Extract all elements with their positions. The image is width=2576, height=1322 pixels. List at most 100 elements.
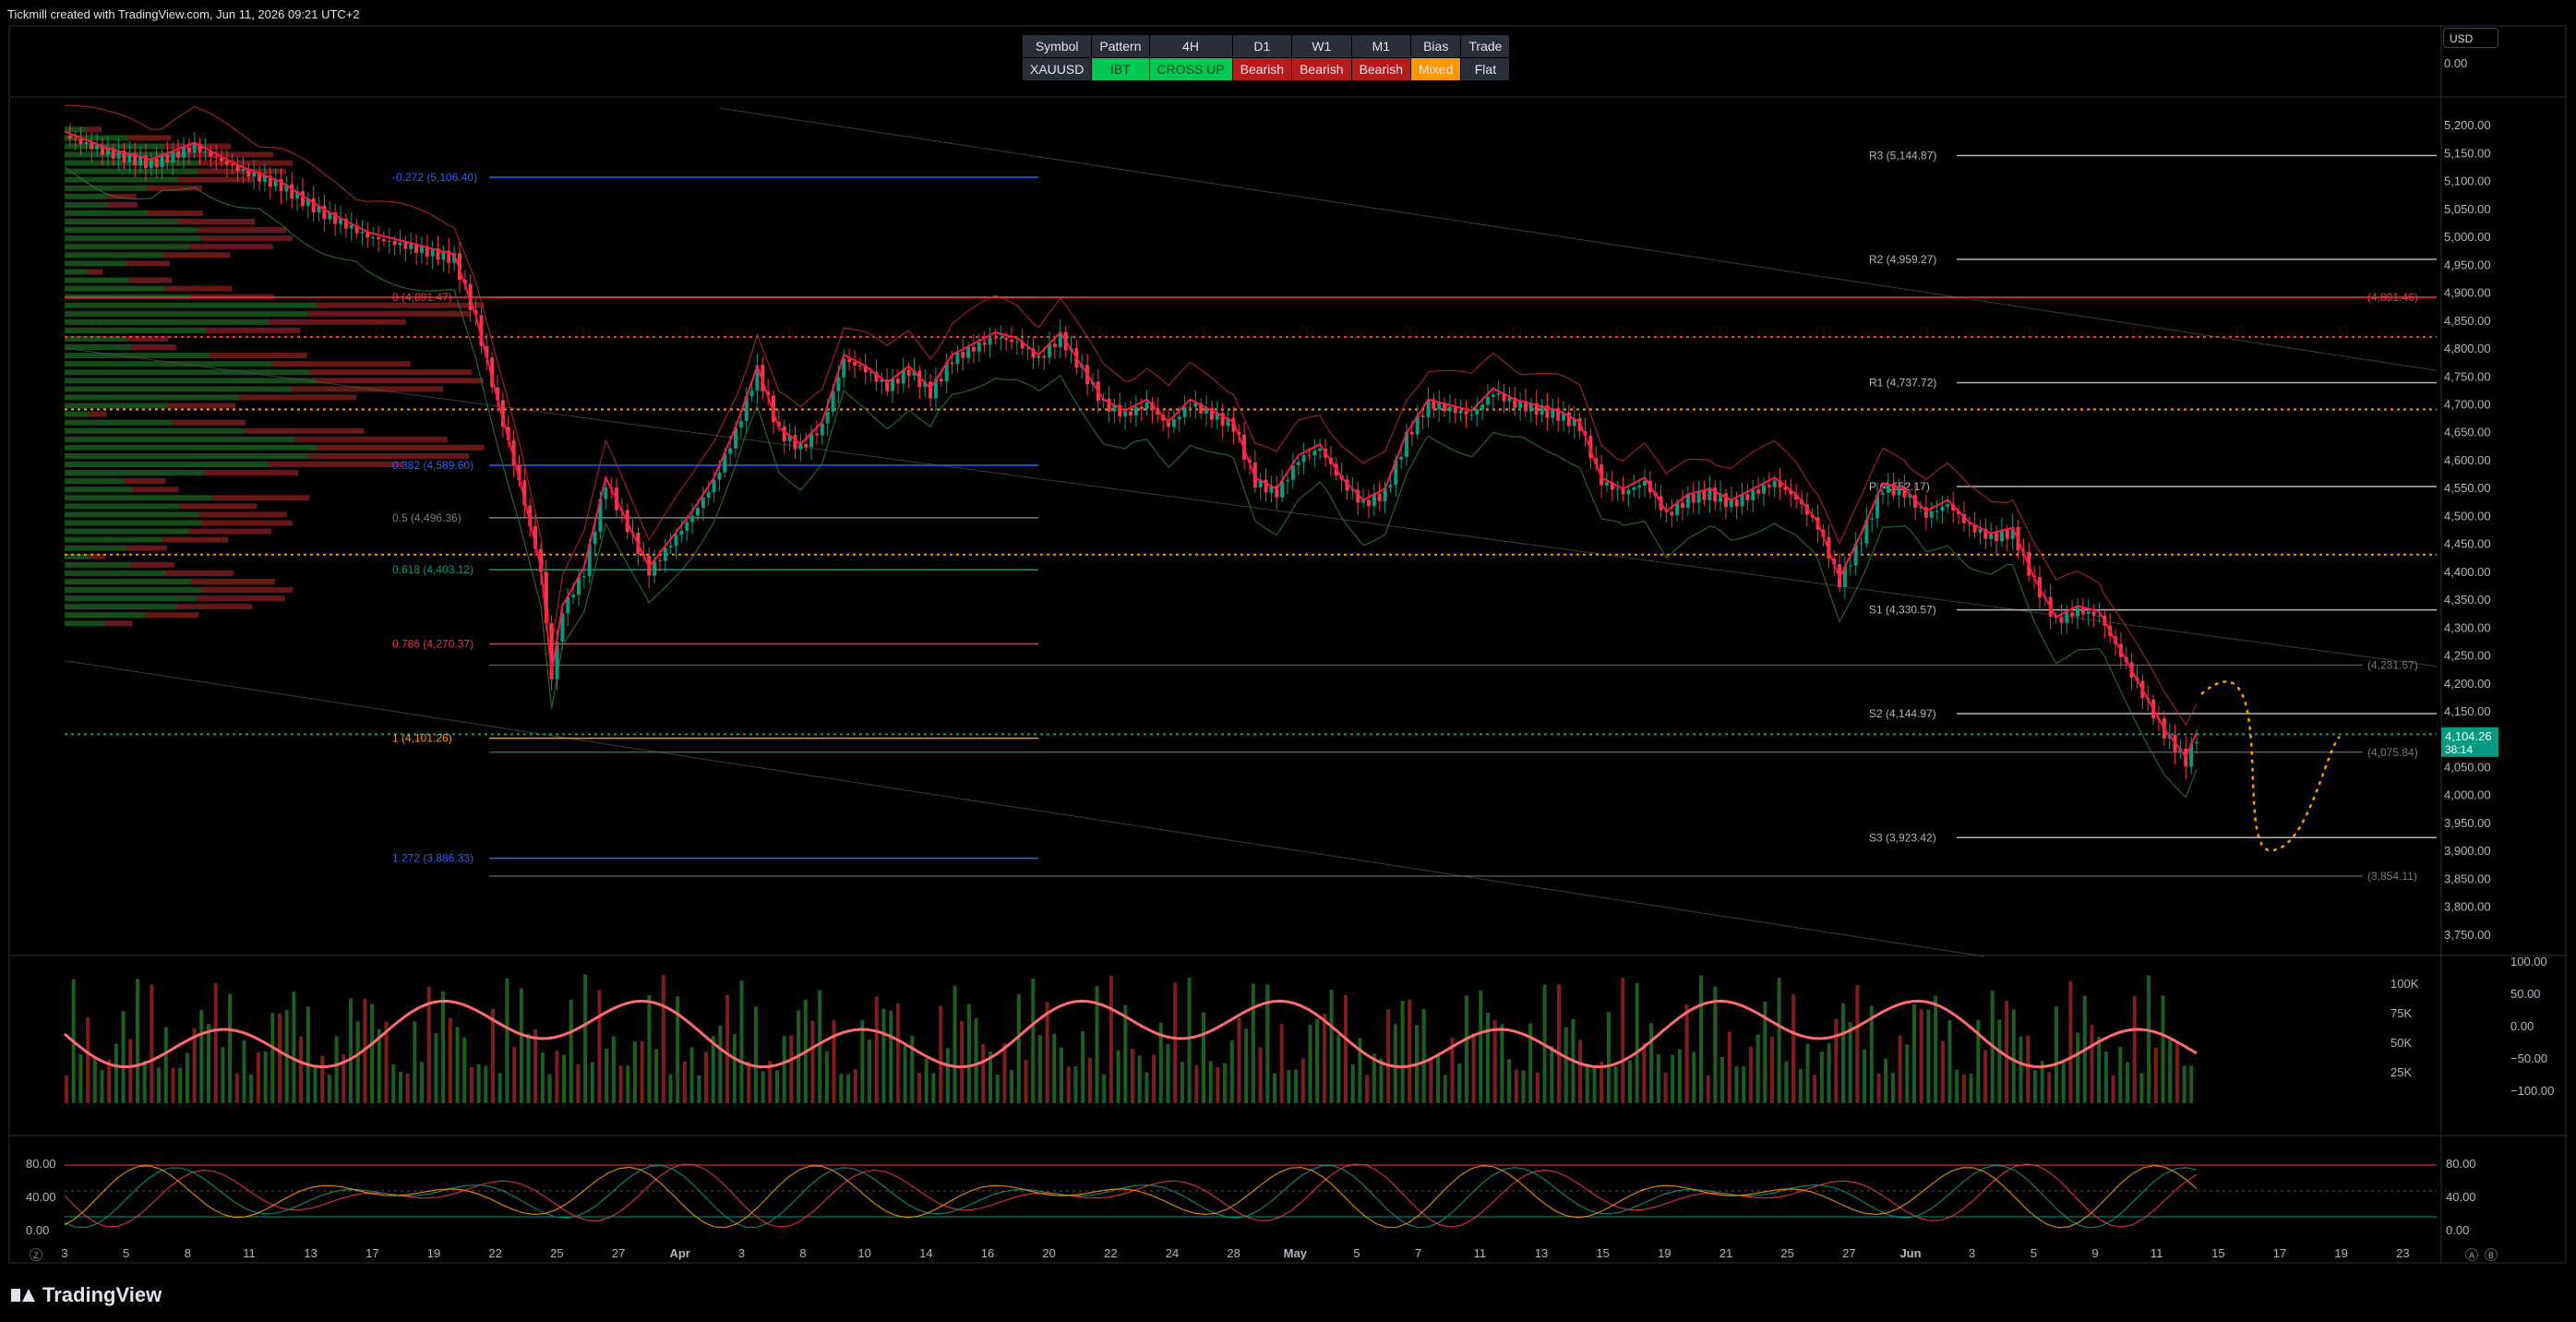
- candle: [246, 169, 251, 177]
- candle: [772, 395, 776, 423]
- volume-bar: [71, 979, 76, 1103]
- candle: [1659, 496, 1663, 511]
- volume-bar: [889, 1010, 893, 1103]
- volume-bar: [789, 1035, 794, 1103]
- log-scale-button[interactable]: B: [2485, 1248, 2498, 1261]
- candle: [820, 423, 824, 436]
- candle: [929, 381, 933, 399]
- candle: [138, 155, 143, 165]
- volume-bar: [1108, 975, 1113, 1103]
- candle: [1199, 403, 1204, 414]
- currency-button[interactable]: USD: [2443, 28, 2498, 48]
- candle: [1918, 507, 1923, 509]
- candle: [2091, 611, 2096, 616]
- volume-bar: [533, 1029, 538, 1103]
- candle: [220, 157, 224, 162]
- x-axis-label: 19: [427, 1246, 440, 1260]
- fib-label: -0.272 (5,106.40): [392, 171, 477, 184]
- volume-bar: [391, 1064, 396, 1103]
- volume-profile-bar: [90, 411, 107, 417]
- volume-profile-bar: [65, 227, 198, 234]
- oscillator-axis-tick: −100.00: [2510, 1084, 2554, 1098]
- candle: [457, 253, 461, 280]
- candle: [1838, 564, 1842, 588]
- signals-value-5: Bearish: [1351, 58, 1411, 80]
- volume-bar: [384, 1021, 389, 1103]
- volume-bar: [640, 1040, 644, 1103]
- volume-profile-bar: [65, 151, 190, 158]
- volume-bar: [1819, 1051, 1824, 1103]
- volume-bar: [1621, 978, 1625, 1103]
- volume-profile-bar: [268, 462, 404, 468]
- auto-scale-button[interactable]: A: [2465, 1248, 2478, 1261]
- volume-bar: [1671, 1054, 1675, 1103]
- volume-bar: [832, 1020, 836, 1103]
- volume-profile-bar: [107, 193, 137, 199]
- candle: [1566, 412, 1571, 427]
- volume-profile-bar: [65, 193, 108, 199]
- volume-bar: [207, 1024, 210, 1103]
- volume-profile-bar: [65, 427, 245, 434]
- volume-bar: [661, 975, 665, 1103]
- zoom-reset-button[interactable]: Z: [30, 1248, 42, 1261]
- candle: [1129, 411, 1132, 416]
- volume-bar: [2055, 1006, 2058, 1103]
- candle: [2076, 607, 2080, 617]
- x-axis-label: 16: [981, 1246, 994, 1260]
- price-tick: 3,850.00: [2444, 871, 2491, 885]
- signals-header-2: 4H: [1149, 35, 1232, 57]
- volume-profile-bar: [173, 419, 246, 426]
- volume-bar: [960, 1020, 965, 1103]
- candle: [203, 150, 208, 152]
- candle: [409, 244, 413, 249]
- candle: [1723, 493, 1728, 508]
- volume-bar: [1834, 1018, 1839, 1103]
- candle: [1156, 410, 1160, 415]
- candle: [78, 138, 83, 145]
- price-tick: 4,650.00: [2444, 426, 2491, 439]
- candle: [761, 365, 765, 391]
- candle: [615, 487, 619, 511]
- candle: [1789, 489, 1793, 495]
- volume-bar: [2011, 1009, 2016, 1103]
- price-tick: 4,800.00: [2444, 342, 2491, 355]
- candle: [143, 155, 148, 169]
- candle: [1999, 530, 2004, 542]
- x-axis-label: 15: [2211, 1246, 2224, 1260]
- candle: [604, 487, 608, 499]
- stoch-line: [64, 1164, 2198, 1229]
- moving-average: [64, 130, 2198, 759]
- stoch-axis-tick-left: 0.00: [26, 1223, 49, 1237]
- candle: [1453, 406, 1457, 414]
- volume-bar: [150, 984, 154, 1103]
- volume-bar: [917, 1073, 921, 1103]
- candle: [1734, 499, 1739, 507]
- candle: [571, 595, 576, 597]
- volume-bar: [2005, 1000, 2009, 1103]
- candle: [90, 141, 94, 150]
- candle: [657, 560, 662, 562]
- volume-bar: [1755, 1034, 1760, 1103]
- candle: [273, 179, 278, 187]
- volume-bar: [1720, 1057, 1725, 1103]
- volume-bar: [725, 994, 730, 1103]
- x-axis-label: 8: [185, 1246, 191, 1260]
- volume-bar: [320, 1055, 325, 1103]
- candle: [398, 242, 402, 246]
- volume-bar: [576, 1064, 581, 1103]
- volume-bar: [476, 1064, 481, 1103]
- volume-profile-bar: [65, 386, 293, 392]
- candle: [176, 150, 181, 158]
- candle: [1069, 348, 1073, 351]
- volume-profile-bar: [65, 269, 88, 275]
- candle: [847, 358, 852, 363]
- candle: [625, 510, 629, 533]
- volume-bar: [2111, 1075, 2115, 1103]
- candle: [1290, 465, 1295, 480]
- candle: [2173, 734, 2177, 753]
- candle: [880, 379, 884, 382]
- candle: [1859, 543, 1863, 545]
- candle: [653, 560, 657, 576]
- volume-profile-bar: [65, 503, 180, 510]
